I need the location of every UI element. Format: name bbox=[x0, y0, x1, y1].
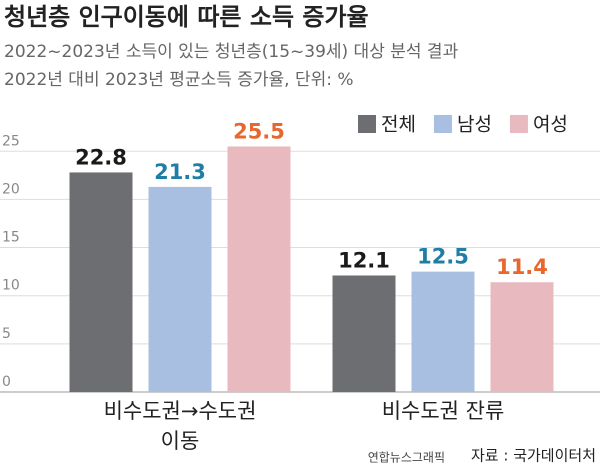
y-tick-label: 25 bbox=[2, 133, 20, 149]
bar bbox=[411, 271, 475, 392]
y-tick-label: 15 bbox=[2, 230, 20, 246]
bar bbox=[148, 186, 212, 392]
bar bbox=[69, 172, 133, 392]
source: 자료 : 국가데이터처 bbox=[471, 447, 596, 465]
bar bbox=[332, 275, 396, 392]
value-label: 21.3 bbox=[154, 160, 206, 184]
y-tick-label: 20 bbox=[2, 181, 20, 197]
legend-label: 여성 bbox=[533, 114, 568, 136]
legend-swatch bbox=[358, 115, 376, 133]
x-tick-label: 비수도권 잔류 bbox=[382, 399, 505, 423]
x-tick-label: 이동 bbox=[161, 429, 200, 453]
value-label: 12.1 bbox=[338, 248, 390, 272]
y-tick-label: 5 bbox=[2, 326, 11, 342]
bar bbox=[227, 146, 291, 392]
legend-label: 전체 bbox=[381, 114, 416, 136]
legend-swatch bbox=[433, 115, 452, 133]
value-label: 25.5 bbox=[233, 119, 285, 143]
value-label: 12.5 bbox=[417, 245, 469, 269]
legend-swatch bbox=[509, 115, 528, 133]
y-tick-label: 10 bbox=[2, 278, 20, 294]
bar bbox=[490, 282, 554, 392]
x-tick-label: 비수도권→수도권 bbox=[104, 399, 257, 423]
value-label: 11.4 bbox=[496, 255, 548, 279]
legend-label: 남성 bbox=[457, 114, 492, 136]
credit: 연합뉴스그래픽 bbox=[368, 451, 445, 465]
chart-title: 청년층 인구이동에 따른 소득 증가율 bbox=[4, 3, 369, 31]
subtitle: 2022년 대비 2023년 평균소득 증가율, 단위: % bbox=[4, 70, 354, 90]
value-label: 22.8 bbox=[75, 145, 127, 169]
subtitle: 2022~2023년 소득이 있는 청년층(15~39세) 대상 분석 결과 bbox=[4, 42, 459, 62]
y-tick-label: 0 bbox=[2, 374, 11, 390]
